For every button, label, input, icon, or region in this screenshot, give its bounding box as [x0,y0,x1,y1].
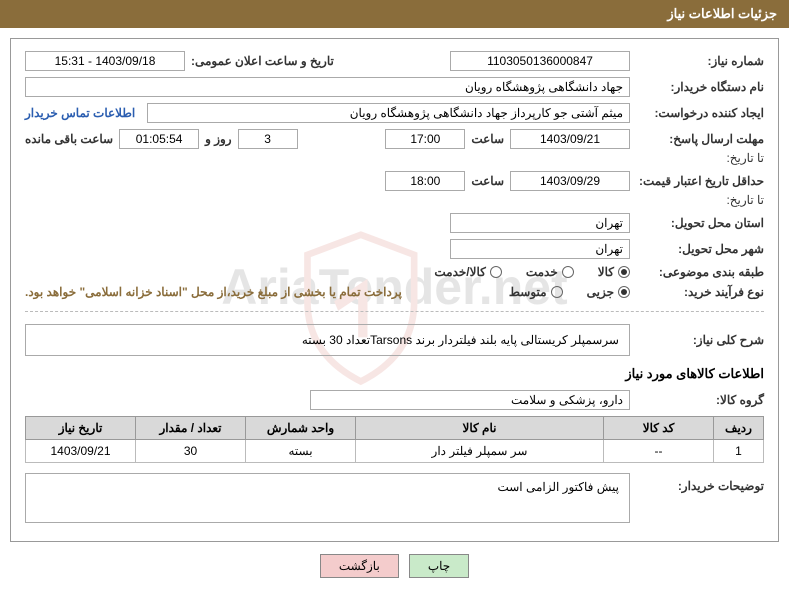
label-requester: ایجاد کننده درخواست: [636,106,764,120]
field-validity-date: 1403/09/29 [510,171,630,191]
th-row: ردیف [714,417,764,440]
radio-dot-icon [551,286,563,298]
items-table: ردیف کد کالا نام کالا واحد شمارش تعداد /… [25,416,764,463]
field-need-no: 1103050136000847 [450,51,630,71]
label-remaining: ساعت باقی مانده [25,132,113,146]
field-province: تهران [450,213,630,233]
field-buyer-org: جهاد دانشگاهی پژوهشگاه رویان [25,77,630,97]
th-need-date: تاریخ نیاز [26,417,136,440]
td-name: سر سمپلر فیلتر دار [356,440,604,463]
radio-kala-khedmat[interactable]: کالا/خدمت [434,265,501,279]
label-province: استان محل تحویل: [636,216,764,230]
label-to-1: تا تاریخ: [636,151,764,165]
field-validity-hour: 18:00 [385,171,465,191]
radio-label: خدمت [526,265,558,279]
label-purchase-type: نوع فرآیند خرید: [636,285,764,299]
th-unit: واحد شمارش [246,417,356,440]
radio-label: کالا/خدمت [434,265,485,279]
radio-label: کالا [598,265,614,279]
section-items-info: اطلاعات کالاهای مورد نیاز [25,366,764,382]
radio-jozei[interactable]: جزیی [587,285,630,299]
radio-motavaset[interactable]: متوسط [509,285,563,299]
divider [25,311,764,312]
th-code: کد کالا [604,417,714,440]
radio-khedmat[interactable]: خدمت [526,265,574,279]
label-announce-dt: تاریخ و ساعت اعلان عمومی: [191,54,334,68]
radio-dot-icon [618,266,630,278]
buyer-contact-link[interactable]: اطلاعات تماس خریدار [25,106,135,120]
subject-radio-group: کالا خدمت کالا/خدمت [434,265,630,279]
label-days-and: روز و [205,132,232,146]
radio-dot-icon [490,266,502,278]
radio-dot-icon [562,266,574,278]
field-announce-dt: 1403/09/18 - 15:31 [25,51,185,71]
table-row: 1 -- سر سمپلر فیلتر دار بسته 30 1403/09/… [26,440,764,463]
th-qty: تعداد / مقدار [136,417,246,440]
label-price-validity: حداقل تاریخ اعتبار قیمت: [636,174,764,188]
radio-dot-icon [618,286,630,298]
radio-kala[interactable]: کالا [598,265,630,279]
field-deadline-date: 1403/09/21 [510,129,630,149]
field-remain-time: 01:05:54 [119,129,199,149]
label-hour-1: ساعت [471,132,504,146]
button-bar: چاپ بازگشت [0,554,789,578]
label-buyer-notes: توضیحات خریدار: [636,473,764,493]
label-need-no: شماره نیاز: [636,54,764,68]
label-to-2: تا تاریخ: [636,193,764,207]
form-container: AriaTender.net شماره نیاز: 1103050136000… [10,38,779,542]
label-deadline: مهلت ارسال پاسخ: [636,132,764,146]
label-item-group: گروه کالا: [636,393,764,407]
purchase-radio-group: جزیی متوسط [509,285,630,299]
field-city: تهران [450,239,630,259]
field-item-group: دارو، پزشکی و سلامت [310,390,630,410]
payment-note: پرداخت تمام یا بخشی از مبلغ خرید،از محل … [25,285,402,299]
radio-label: جزیی [587,285,614,299]
td-unit: بسته [246,440,356,463]
back-button[interactable]: بازگشت [320,554,399,578]
field-remain-days: 3 [238,129,298,149]
radio-label: متوسط [509,285,547,299]
field-need-desc: سرسمپلر کریستالی پایه بلند فیلتردار برند… [25,324,630,356]
table-header-row: ردیف کد کالا نام کالا واحد شمارش تعداد /… [26,417,764,440]
label-need-desc: شرح کلی نیاز: [636,333,764,347]
field-requester: میثم آشتی جو کارپرداز جهاد دانشگاهی پژوه… [147,103,630,123]
header-title: جزئیات اطلاعات نیاز [667,6,777,21]
td-row: 1 [714,440,764,463]
field-buyer-notes: پیش فاکتور الزامی است [25,473,630,523]
print-button[interactable]: چاپ [409,554,469,578]
label-hour-2: ساعت [471,174,504,188]
td-qty: 30 [136,440,246,463]
field-deadline-hour: 17:00 [385,129,465,149]
th-name: نام کالا [356,417,604,440]
page-header: جزئیات اطلاعات نیاز [0,0,789,28]
label-subject-cat: طبقه بندی موضوعی: [636,265,764,279]
label-buyer-org: نام دستگاه خریدار: [636,80,764,94]
td-code: -- [604,440,714,463]
td-need-date: 1403/09/21 [26,440,136,463]
label-city: شهر محل تحویل: [636,242,764,256]
